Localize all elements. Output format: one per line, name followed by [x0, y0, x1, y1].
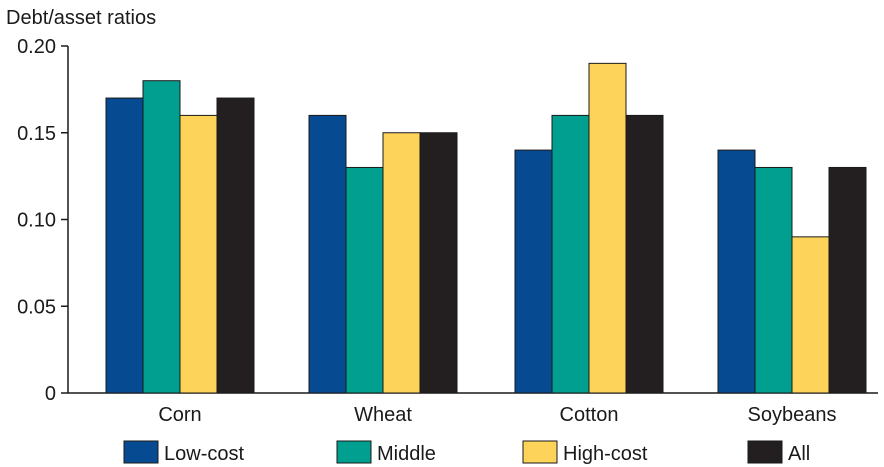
bar-cotton-high-cost	[588, 62, 627, 394]
y-tick-label: 0.20	[17, 36, 56, 58]
x-axis-labels: Corn Wheat Cotton Soybeans	[158, 404, 836, 426]
bar-cotton-low-cost	[514, 149, 553, 394]
x-tick-label-corn: Corn	[158, 404, 201, 426]
legend-label: Low-cost	[164, 443, 244, 465]
bar-wheat-middle	[345, 166, 384, 394]
bar-wheat-high-cost	[382, 132, 421, 394]
bars	[105, 62, 867, 394]
y-tick-label: 0.15	[17, 123, 56, 145]
bar-wheat-all	[419, 132, 458, 394]
bar-corn-high-cost	[179, 114, 218, 394]
legend-swatch	[123, 440, 159, 464]
x-tick-label-cotton: Cotton	[560, 404, 619, 426]
y-axis-title: Debt/asset ratios	[6, 7, 156, 29]
legend-swatch	[522, 440, 558, 464]
legend-swatch	[336, 440, 372, 464]
legend-item-low-cost: Low-cost	[123, 440, 244, 465]
bar-soybeans-low-cost	[717, 149, 756, 394]
legend-label: All	[788, 443, 810, 465]
legend-label: Middle	[377, 443, 436, 465]
bar-corn-low-cost	[105, 97, 144, 394]
bar-soybeans-all	[828, 166, 867, 394]
legend-label: High-cost	[563, 443, 648, 465]
bar-wheat-low-cost	[308, 114, 347, 394]
y-tick-label: 0.10	[17, 210, 56, 232]
bar-corn-middle	[142, 80, 181, 394]
y-tick-label: 0.05	[17, 296, 56, 318]
x-tick-label-soybeans: Soybeans	[748, 404, 837, 426]
bar-cotton-middle	[551, 114, 590, 394]
legend-item-middle: Middle	[336, 440, 436, 465]
x-tick-label-wheat: Wheat	[354, 404, 412, 426]
legend-item-all: All	[747, 440, 810, 465]
y-tick-label: 0	[45, 383, 56, 405]
legend-swatch	[747, 440, 783, 464]
bar-soybeans-middle	[754, 166, 793, 394]
legend-item-high-cost: High-cost	[522, 440, 648, 465]
bar-soybeans-high-cost	[791, 236, 830, 394]
legend: Low-cost Middle High-cost All	[123, 440, 810, 465]
bar-corn-all	[216, 97, 255, 394]
bar-cotton-all	[625, 114, 664, 394]
